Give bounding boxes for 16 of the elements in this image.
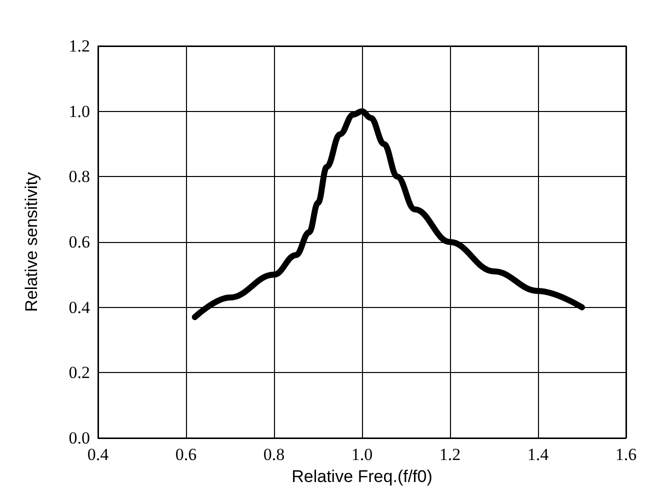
x-tick-label: 1.6	[615, 445, 637, 464]
x-tick-label: 1.2	[439, 445, 461, 464]
x-tick-label: 1.4	[527, 445, 550, 464]
x-tick-label: 1.0	[351, 445, 373, 464]
y-tick-label: 0.0	[68, 428, 90, 448]
y-tick-label: 1.0	[68, 102, 90, 121]
y-tick-label: 0.8	[68, 167, 90, 186]
y-tick-label: 0.6	[68, 232, 90, 252]
x-tick-label: 0.8	[263, 445, 285, 464]
y-axis-title: Relative sensitivity	[22, 172, 41, 312]
y-tick-label: 0.2	[68, 363, 90, 382]
y-tick-label: 1.2	[68, 36, 90, 56]
x-tick-label: 0.4	[87, 445, 110, 464]
x-axis-title: Relative Freq.(f/f0)	[292, 466, 432, 486]
y-tick-label: 0.4	[68, 298, 90, 317]
x-tick-label: 0.6	[175, 445, 197, 464]
